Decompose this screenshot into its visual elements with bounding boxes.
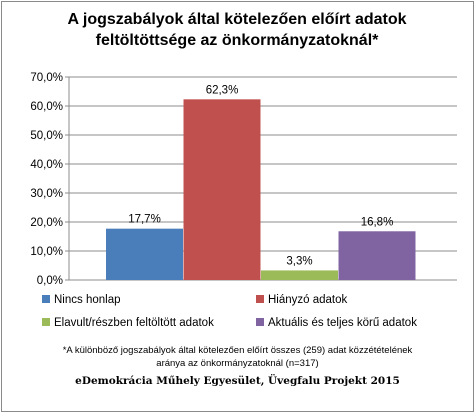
data-label-4: 16,8% [361,216,394,228]
legend-label-4: Aktuális és teljes körű adatok [268,317,417,329]
chart-title: A jogszabályok által kötelezően előírt a… [67,11,406,49]
y-tick-label: 50,0% [30,130,63,142]
data-label-1: 17,7% [128,214,161,226]
legend-swatch-3 [42,318,50,326]
bar-1 [106,228,183,280]
data-label-3: 3,3% [286,255,312,267]
legend-swatch-4 [256,318,264,326]
footnote: *A különböző jogszabályok által kötelező… [2,344,473,370]
legend: Nincs honlap Hiányzó adatok Elavult/részbe… [42,294,417,329]
y-tick-label: 30,0% [30,188,63,200]
bar-2 [183,99,261,280]
legend-label-2: Hiányzó adatok [268,294,348,306]
y-tick-label: 70,0% [30,72,63,84]
legend-swatch-2 [256,295,264,303]
credit-line: eDemokrácia Műhely Egyesület, Üvegfalu P… [75,375,400,387]
y-tick-label: 0,0% [37,275,63,287]
chart-title-line-2: feltöltöttsége az önkormányzatoknál* [96,32,379,49]
chart-title-line-1: A jogszabályok által kötelezően előírt a… [67,11,406,28]
bar-3 [261,270,338,280]
legend-label-1: Nincs honlap [54,294,120,306]
bar-4 [338,231,416,280]
bars [106,99,416,280]
y-tick-label: 40,0% [30,159,63,171]
data-labels: 17,7% 62,3% 3,3% 16,8% [128,84,393,267]
legend-swatch-1 [42,295,50,303]
y-axis-ticks: 0,0% 10,0% 20,0% 30,0% 40,0% 50,0% 60,0% 70,0% [30,72,63,287]
y-tick-label: 20,0% [30,217,63,229]
y-tick-label: 10,0% [30,246,63,258]
footnote-line-2: aránya az önkormányzatoknál (n=317) [156,358,319,369]
footnote-line-1: *A különböző jogszabályok által kötelező… [62,345,413,356]
data-label-2: 62,3% [206,84,239,96]
legend-label-3: Elavult/részben feltöltött adatok [54,317,214,329]
y-tick-label: 60,0% [30,101,63,113]
